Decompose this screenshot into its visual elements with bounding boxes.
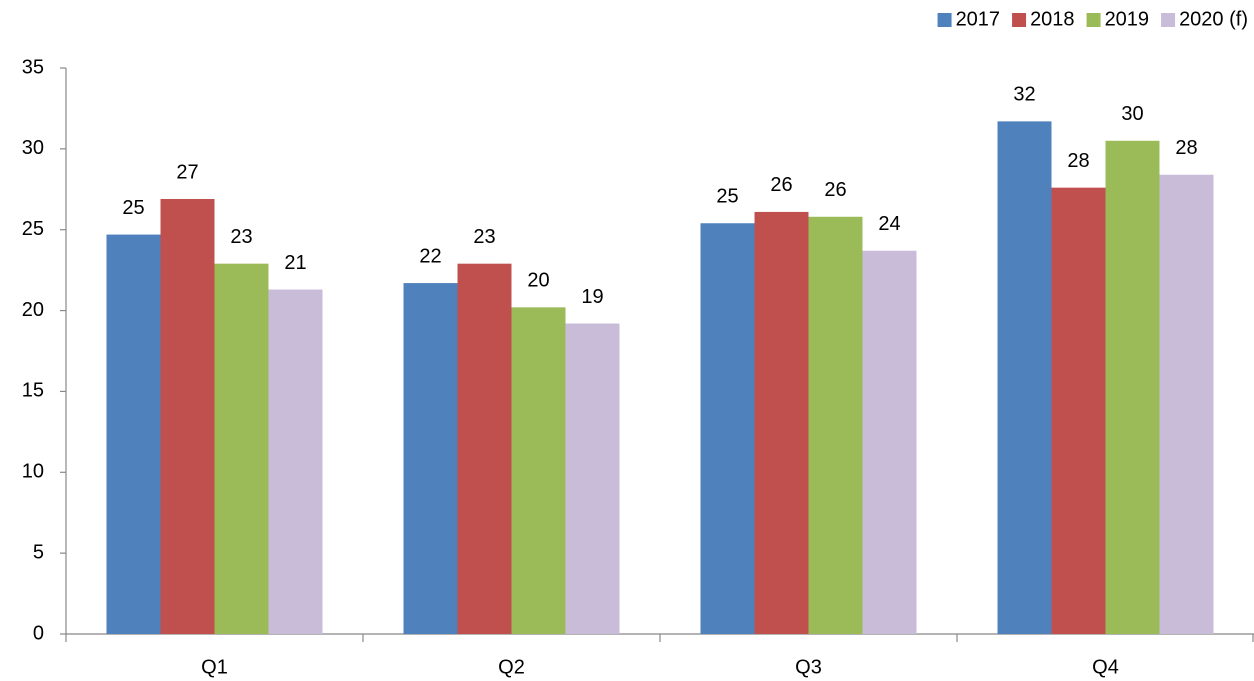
bar (160, 198, 215, 634)
x-tick-label: Q3 (795, 656, 822, 678)
legend-label: 2017 (956, 8, 1001, 30)
bar (214, 263, 269, 634)
data-label: 28 (1067, 150, 1089, 172)
bar (403, 283, 458, 634)
data-label: 25 (716, 186, 738, 208)
bar (106, 234, 161, 634)
data-label: 26 (770, 174, 792, 196)
bar (1105, 140, 1160, 634)
data-label: 25 (122, 197, 144, 219)
bar (700, 223, 755, 634)
legend-swatch (937, 13, 952, 27)
x-tick-label: Q4 (1092, 656, 1119, 678)
data-label: 22 (419, 245, 441, 267)
bar (457, 263, 512, 634)
data-label: 23 (473, 226, 495, 248)
bar (997, 121, 1052, 634)
data-label: 28 (1175, 137, 1197, 159)
x-tick-label: Q2 (498, 656, 525, 678)
y-tick-label: 5 (33, 541, 44, 563)
legend-swatch (1161, 13, 1176, 27)
x-tick-label: Q1 (201, 656, 228, 678)
data-label: 27 (176, 161, 198, 183)
data-label: 26 (824, 179, 846, 201)
legend-swatch (1012, 13, 1027, 27)
bar (268, 289, 323, 634)
legend-label: 2018 (1030, 8, 1075, 30)
bar (862, 250, 917, 635)
data-label: 21 (284, 252, 306, 274)
legend-label: 2019 (1105, 8, 1150, 30)
y-tick-label: 15 (22, 380, 44, 402)
legend-label: 2020 (f) (1179, 8, 1248, 30)
y-tick-label: 10 (22, 461, 44, 483)
data-label: 20 (527, 270, 549, 292)
data-label: 19 (581, 286, 603, 308)
y-tick-label: 25 (22, 218, 44, 240)
data-label: 30 (1121, 103, 1143, 125)
y-tick-label: 0 (33, 622, 44, 644)
bar (511, 307, 566, 634)
bar (808, 216, 863, 634)
bar (1051, 187, 1106, 634)
bar (754, 211, 809, 634)
data-label: 23 (230, 226, 252, 248)
data-label: 32 (1013, 84, 1035, 106)
legend-swatch (1086, 13, 1101, 27)
y-tick-label: 35 (22, 56, 44, 78)
bar (565, 323, 620, 634)
y-tick-label: 20 (22, 299, 44, 321)
data-label: 24 (878, 213, 900, 235)
y-tick-label: 30 (22, 137, 44, 159)
bar (1159, 174, 1214, 634)
